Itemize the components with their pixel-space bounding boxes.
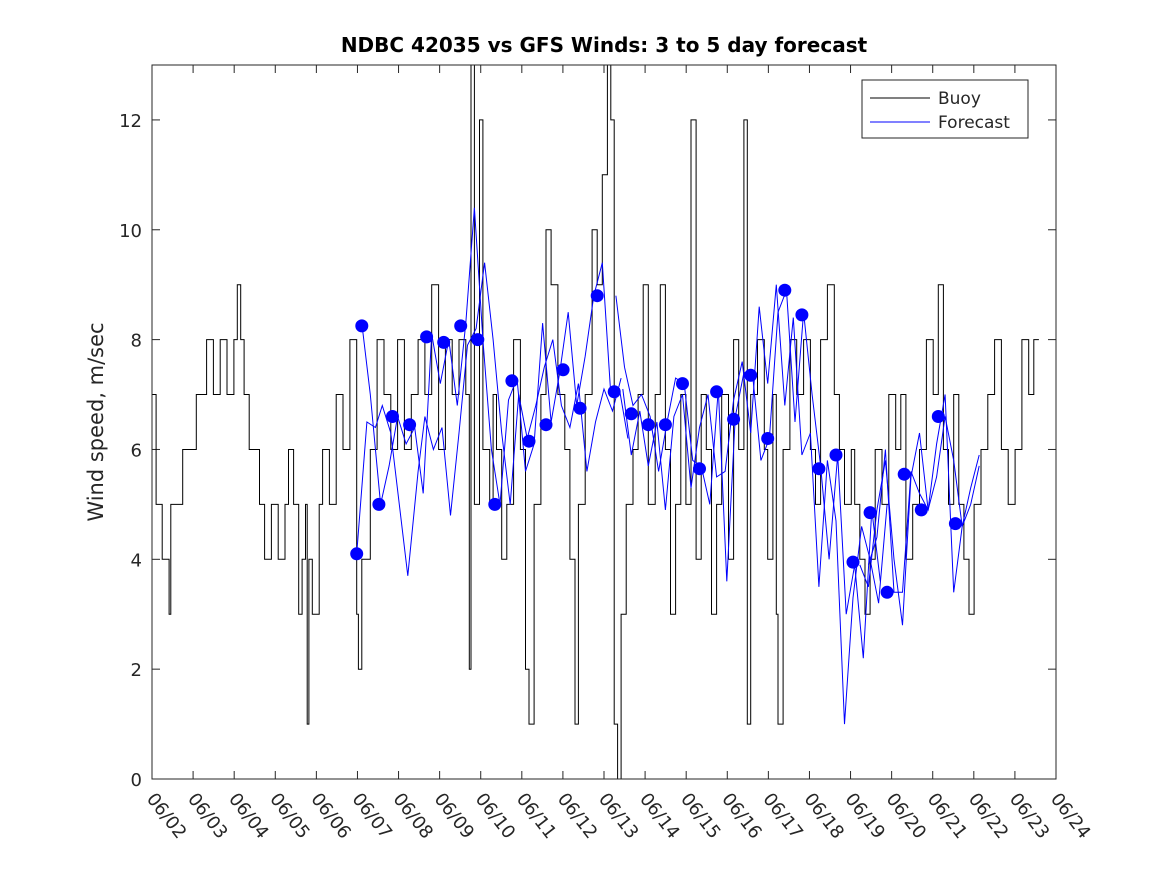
forecast-marker xyxy=(607,385,621,399)
forecast-marker xyxy=(880,585,894,599)
chart-title: NDBC 42035 vs GFS Winds: 3 to 5 day fore… xyxy=(341,33,868,57)
x-tick-label: 06/14 xyxy=(635,789,683,843)
forecast-marker xyxy=(710,385,724,399)
forecast-series-line-1 xyxy=(356,262,622,576)
forecast-marker xyxy=(505,374,519,388)
x-tick-label: 06/09 xyxy=(430,789,478,843)
x-tick-label: 06/05 xyxy=(265,789,313,843)
forecast-marker xyxy=(795,308,809,322)
x-tick-label: 06/04 xyxy=(224,789,272,843)
y-tick-label: 4 xyxy=(131,550,142,571)
y-axis: 0 2 4 6 8 10 12 xyxy=(119,111,1056,791)
y-tick-label: 6 xyxy=(131,440,142,461)
forecast-series-line-4 xyxy=(622,284,888,725)
forecast-marker xyxy=(914,503,928,517)
forecast-marker xyxy=(386,410,399,423)
plot-frame xyxy=(151,64,1057,780)
x-tick-label: 06/24 xyxy=(1046,789,1094,843)
buoy-series-line xyxy=(152,64,1039,780)
y-tick-label: 2 xyxy=(131,660,142,681)
forecast-marker xyxy=(437,335,451,349)
x-tick-label: 06/12 xyxy=(553,789,601,843)
plot-background xyxy=(152,65,1056,779)
y-tick-label: 0 xyxy=(131,770,142,791)
forecast-marker xyxy=(471,333,485,347)
forecast-marker xyxy=(556,363,570,377)
forecast-marker xyxy=(846,555,860,569)
x-tick-label: 06/15 xyxy=(676,789,724,843)
x-tick-label: 06/19 xyxy=(841,789,889,843)
x-tick-label: 06/07 xyxy=(348,789,396,843)
forecast-marker xyxy=(948,517,962,531)
forecast-marker xyxy=(727,412,741,426)
forecast-marker xyxy=(676,377,689,391)
x-tick-label: 06/18 xyxy=(800,789,848,843)
forecast-marker xyxy=(403,418,417,432)
legend: Buoy Forecast xyxy=(861,79,1029,139)
x-tick-label: 06/13 xyxy=(594,789,642,843)
forecast-marker xyxy=(744,368,758,382)
forecast-series-line-5 xyxy=(859,416,980,626)
legend-forecast-label: Forecast xyxy=(938,113,1010,133)
x-tick-label: 06/17 xyxy=(758,789,806,843)
x-tick-label: 06/08 xyxy=(389,789,437,843)
legend-buoy-label: Buoy xyxy=(938,89,981,109)
x-tick-label: 06/23 xyxy=(1005,789,1053,843)
forecast-marker xyxy=(863,506,877,520)
forecast-marker xyxy=(693,462,706,476)
x-tick-label: 06/22 xyxy=(964,789,1012,843)
forecast-marker xyxy=(624,407,638,421)
forecast-marker xyxy=(658,418,672,432)
x-tick-label: 06/03 xyxy=(183,789,231,843)
x-tick-label: 06/06 xyxy=(306,789,354,843)
forecast-marker xyxy=(761,432,775,445)
y-tick-label: 8 xyxy=(131,331,142,352)
forecast-marker xyxy=(355,319,369,333)
y-axis-label: Wind speed, m/sec xyxy=(84,322,108,521)
forecast-marker xyxy=(539,418,553,432)
x-tick-label: 06/21 xyxy=(923,789,971,843)
forecast-marker xyxy=(812,462,826,476)
forecast-marker xyxy=(641,418,655,432)
x-tick-label: 06/16 xyxy=(717,789,765,843)
forecast-marker xyxy=(350,547,364,561)
legend-box xyxy=(861,79,1029,139)
forecast-marker xyxy=(897,467,911,481)
forecast-marker xyxy=(454,319,468,333)
forecast-marker xyxy=(590,289,604,303)
forecast-marker xyxy=(931,410,945,423)
forecast-marker xyxy=(488,497,502,511)
y-tick-label: 10 xyxy=(119,221,142,242)
y-tick-label: 12 xyxy=(119,111,142,132)
forecast-marker xyxy=(522,434,536,448)
forecast-marker xyxy=(829,448,843,462)
forecast-marker xyxy=(778,283,792,297)
plot-area xyxy=(152,64,1039,780)
forecast-series-line-6 xyxy=(867,394,980,593)
x-tick-label: 06/11 xyxy=(512,789,560,843)
x-tick-label: 06/02 xyxy=(142,789,190,843)
forecast-marker xyxy=(573,401,587,415)
x-tick-label: 06/20 xyxy=(882,789,930,843)
forecast-series-line-2 xyxy=(361,207,629,505)
forecast-marker xyxy=(420,330,434,344)
x-tick-label: 06/10 xyxy=(471,789,519,843)
forecast-marker xyxy=(372,497,386,511)
